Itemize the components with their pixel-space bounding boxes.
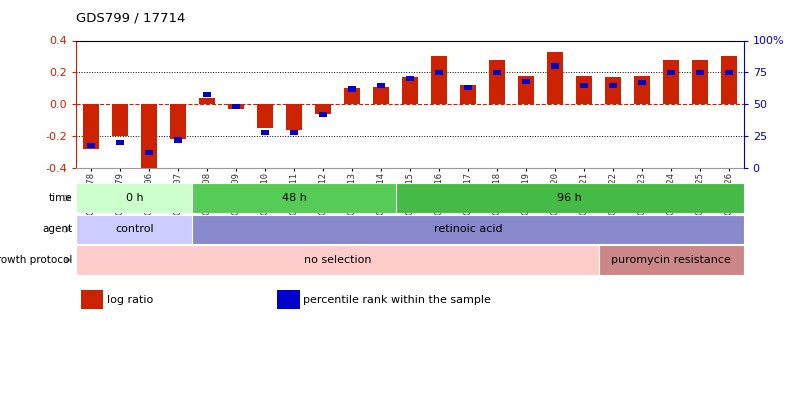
Bar bbox=[286, 104, 302, 130]
Bar bbox=[198, 98, 214, 104]
Text: no selection: no selection bbox=[304, 255, 371, 265]
Bar bbox=[277, 290, 300, 309]
Bar bbox=[550, 64, 558, 68]
Text: percentile rank within the sample: percentile rank within the sample bbox=[303, 295, 491, 305]
Text: growth protocol: growth protocol bbox=[0, 255, 72, 265]
Bar bbox=[231, 104, 240, 109]
Bar bbox=[173, 137, 181, 143]
Text: GDS799 / 17714: GDS799 / 17714 bbox=[76, 11, 185, 24]
Bar bbox=[720, 56, 736, 104]
Bar bbox=[434, 70, 442, 75]
Bar bbox=[492, 70, 500, 75]
Bar bbox=[662, 60, 679, 104]
Bar bbox=[402, 77, 418, 104]
Bar bbox=[691, 60, 707, 104]
Bar bbox=[202, 92, 210, 97]
Bar bbox=[169, 104, 185, 139]
Bar bbox=[83, 104, 99, 149]
Bar bbox=[463, 85, 471, 90]
Bar bbox=[521, 79, 529, 84]
Text: control: control bbox=[115, 224, 153, 234]
Bar bbox=[724, 70, 732, 75]
Bar bbox=[406, 76, 414, 81]
Bar bbox=[377, 83, 385, 88]
Bar bbox=[87, 143, 95, 148]
Bar bbox=[547, 52, 562, 104]
Bar bbox=[112, 104, 128, 136]
Bar bbox=[576, 76, 591, 104]
Text: 48 h: 48 h bbox=[281, 193, 306, 203]
Text: retinoic acid: retinoic acid bbox=[433, 224, 502, 234]
Bar bbox=[459, 85, 475, 104]
Text: 0 h: 0 h bbox=[125, 193, 143, 203]
Bar bbox=[141, 104, 157, 168]
Text: log ratio: log ratio bbox=[107, 295, 153, 305]
Bar bbox=[290, 130, 298, 135]
Text: 96 h: 96 h bbox=[556, 193, 581, 203]
Bar bbox=[116, 140, 124, 145]
Text: puromycin resistance: puromycin resistance bbox=[610, 255, 730, 265]
Text: time: time bbox=[49, 193, 72, 203]
Bar bbox=[319, 112, 327, 117]
Bar bbox=[261, 130, 269, 135]
Bar bbox=[430, 56, 446, 104]
Bar bbox=[81, 290, 104, 309]
Bar bbox=[228, 104, 243, 109]
Bar bbox=[605, 77, 621, 104]
Bar bbox=[145, 150, 153, 156]
Bar bbox=[695, 70, 703, 75]
Bar bbox=[517, 76, 533, 104]
Bar bbox=[257, 104, 272, 128]
Bar bbox=[488, 60, 504, 104]
Bar bbox=[609, 83, 617, 88]
Bar bbox=[666, 70, 675, 75]
Bar bbox=[579, 83, 588, 88]
Bar bbox=[634, 76, 650, 104]
Text: agent: agent bbox=[43, 224, 72, 234]
Bar bbox=[638, 80, 646, 85]
Bar bbox=[344, 88, 360, 104]
Bar bbox=[315, 104, 331, 114]
Bar bbox=[348, 86, 356, 92]
Bar bbox=[373, 87, 389, 104]
